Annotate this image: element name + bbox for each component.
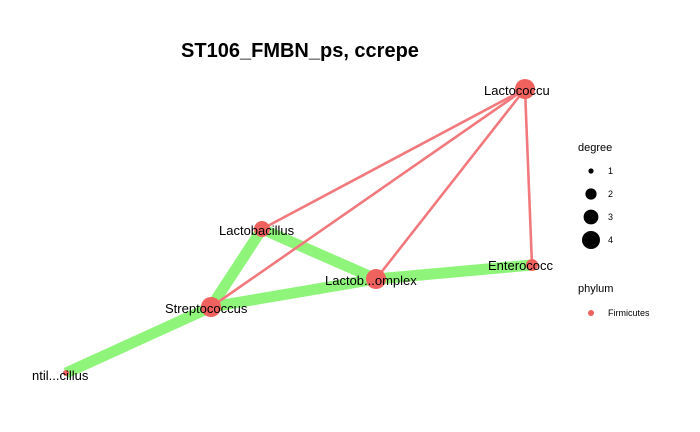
edge-streptococcus-lactob_complex	[210, 273, 377, 313]
node-lactobacillus	[254, 221, 270, 237]
legend-degree-key-2	[585, 188, 597, 200]
node-label-ntil_cillus: ntil...cillus	[32, 368, 89, 383]
legend-degree-label-2: 2	[608, 189, 613, 199]
legend-phylum-key-firmicutes	[588, 310, 594, 316]
node-ntil_cillus	[63, 370, 69, 376]
legend-degree-label-3: 3	[608, 212, 613, 222]
legend-degree-label-4: 4	[608, 235, 613, 245]
edge-lactobacillus-streptococcus	[206, 225, 267, 311]
edge-lactococcus-streptococcus	[210, 87, 526, 309]
node-label-enterococcus: Enterococc	[488, 258, 554, 273]
node-lactob_complex	[366, 269, 386, 289]
nodes-layer	[63, 79, 538, 376]
edge-lactobacillus-lactob_complex	[259, 223, 379, 285]
legend-degree-key-1	[588, 168, 594, 174]
node-label-lactobacillus: Lactobacillus	[219, 223, 295, 238]
legend-phylum-title: phylum	[578, 283, 613, 295]
edge-lactococcus-enterococcus	[523, 88, 534, 266]
edge-lactob_complex-enterococcus	[375, 259, 533, 285]
node-label-streptococcus: Streptococcus	[165, 301, 248, 316]
legend-degree-key-3	[583, 209, 599, 225]
node-lactococcus	[515, 79, 535, 99]
node-streptococcus	[201, 297, 221, 317]
edge-lactococcus-lactobacillus	[261, 87, 526, 231]
edge-streptococcus-ntil_cillus	[63, 301, 214, 379]
legend-degree-key-4	[582, 231, 600, 249]
edges-layer	[63, 87, 534, 379]
node-labels-layer: Lactococcu Lactobacillus Lactob...omplex En…	[32, 83, 554, 383]
node-label-lactococcus: Lactococcu	[484, 83, 550, 98]
node-label-lactob_complex: Lactob...omplex	[325, 273, 417, 288]
legend-phylum-label-firmicutes: Firmicutes	[608, 308, 650, 318]
legend: degree 1 2 3 4 phylum Firmicutes	[578, 142, 650, 318]
chart-title: ST106_FMBN_ps, ccrepe	[181, 40, 419, 62]
legend-degree-title: degree	[578, 142, 612, 154]
node-enterococcus	[526, 259, 538, 271]
edge-lactococcus-lactob_complex	[374, 88, 527, 280]
legend-degree-label-1: 1	[608, 166, 613, 176]
